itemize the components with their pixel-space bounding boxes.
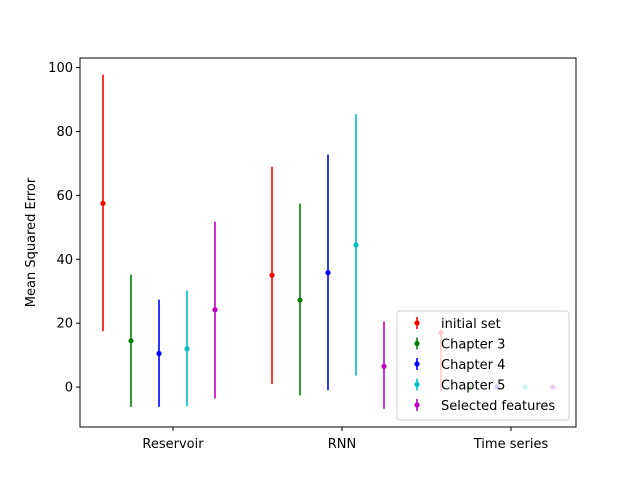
mean-point — [325, 270, 331, 276]
mean-point — [100, 200, 106, 206]
legend-swatch-marker — [414, 402, 420, 408]
y-tick-label: 80 — [56, 125, 73, 140]
y-tick-label: 60 — [56, 189, 73, 204]
y-tick-label: 100 — [48, 61, 73, 76]
y-tick-label: 20 — [56, 317, 73, 332]
legend-box — [396, 310, 570, 421]
y-axis-label: Mean Squared Error — [24, 177, 39, 307]
legend-label: Selected features — [441, 399, 555, 414]
x-tick-label: Reservoir — [142, 437, 204, 452]
legend-label: initial set — [441, 317, 501, 332]
x-tick-label: Time series — [473, 437, 549, 452]
legend-label: Chapter 4 — [441, 358, 505, 373]
mean-point — [381, 363, 387, 369]
mean-point — [353, 242, 359, 248]
legend: initial set Chapter 3 Chapter 4 Chapter 5 Se… — [396, 310, 570, 421]
mean-point — [269, 272, 275, 278]
x-tick-label: RNN — [328, 437, 356, 452]
legend-swatch-marker — [414, 361, 420, 367]
mean-point — [212, 307, 218, 313]
legend-label: Chapter 5 — [441, 379, 505, 394]
legend-swatch-marker — [414, 340, 420, 347]
mean-point — [297, 297, 303, 303]
mean-point — [128, 338, 134, 344]
legend-swatch-marker — [414, 320, 420, 326]
x-axis: Reservoir RNN Time series — [142, 427, 548, 452]
axes-frame — [79, 57, 577, 428]
mean-point — [184, 346, 190, 352]
legend-label: Chapter 3 — [441, 338, 505, 353]
y-tick-label: 40 — [56, 253, 73, 268]
mean-point — [156, 350, 162, 357]
y-axis: 0 20 40 60 80 100 — [48, 61, 80, 396]
legend-swatch-marker — [414, 381, 420, 388]
y-tick-label: 0 — [65, 381, 73, 396]
